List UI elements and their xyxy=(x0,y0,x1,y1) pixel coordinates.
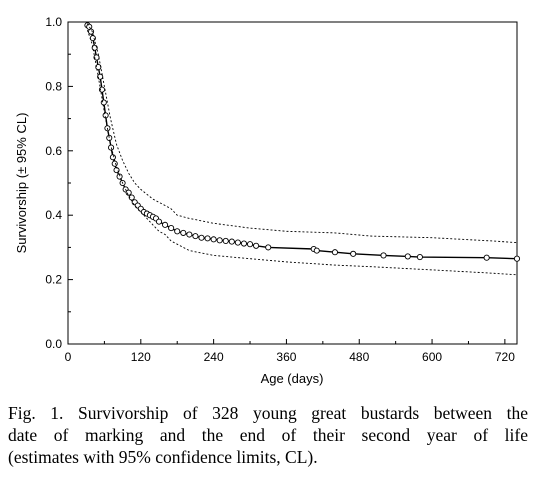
survivorship-chart: 0 120 240 360 480 600 720 0.0 0.2 0.4 0.6 0.8 1.0 Ag… xyxy=(14,15,521,386)
caption-line-1: Fig. 1. Survivorship of 328 young great … xyxy=(8,403,528,423)
survivorship-point xyxy=(380,252,387,259)
survivorship-point xyxy=(108,144,115,151)
series-layer xyxy=(84,22,521,276)
x-tick-label: 600 xyxy=(422,350,442,364)
y-axis-title: Survivorship (± 95% CL) xyxy=(14,113,29,254)
survivorship-point xyxy=(109,154,116,161)
survivorship-point xyxy=(192,233,199,240)
upper-confidence-line xyxy=(87,23,518,244)
x-tick-label: 360 xyxy=(276,350,296,364)
survivorship-point xyxy=(404,253,411,260)
survivorship-point xyxy=(204,235,211,242)
survivorship-point xyxy=(350,250,357,257)
survivorship-point xyxy=(125,189,132,196)
survivorship-point xyxy=(265,244,272,251)
survivorship-point xyxy=(116,173,123,180)
plot-frame xyxy=(67,21,518,345)
survivorship-point xyxy=(228,238,235,245)
survivorship-point xyxy=(513,255,521,262)
y-tick-label: 0.0 xyxy=(45,337,62,351)
x-tick-label: 480 xyxy=(349,350,369,364)
survivorship-point xyxy=(174,228,181,235)
survivorship-point xyxy=(155,218,163,225)
x-tick-label: 120 xyxy=(131,350,151,364)
y-tick-label: 0.8 xyxy=(45,79,62,93)
tick-labels: 0 120 240 360 480 600 720 0.0 0.2 0.4 0.6 0.8 1.0 xyxy=(45,15,515,364)
x-tick-label: 0 xyxy=(65,350,72,364)
survivorship-point xyxy=(186,231,193,238)
survivorship-point xyxy=(111,160,118,167)
axis-ticks xyxy=(67,21,506,345)
y-tick-label: 1.0 xyxy=(45,15,62,29)
survivorship-point xyxy=(162,221,169,228)
survivorship-line xyxy=(86,24,518,260)
survivorship-point xyxy=(180,229,187,236)
survivorship-point xyxy=(106,134,113,141)
x-tick-label: 240 xyxy=(204,350,224,364)
survivorship-point xyxy=(483,254,490,261)
survivorship-point xyxy=(168,225,175,232)
y-tick-label: 0.2 xyxy=(45,273,62,287)
survivorship-point xyxy=(313,247,320,254)
caption-line-3: (estimates with 95% confidence limits, C… xyxy=(8,447,318,467)
x-axis-title: Age (days) xyxy=(261,371,324,386)
caption-line-2: date of marking and the end of their sec… xyxy=(8,425,528,445)
survivorship-point xyxy=(331,249,339,256)
survivorship-point xyxy=(234,239,241,246)
survivorship-point xyxy=(198,234,205,241)
survivorship-point xyxy=(253,242,260,249)
lower-confidence-line xyxy=(86,29,518,276)
survivorship-point xyxy=(416,254,423,261)
x-tick-label: 720 xyxy=(495,350,515,364)
survivorship-point xyxy=(222,237,229,245)
y-tick-label: 0.4 xyxy=(45,208,62,222)
survivorship-point xyxy=(89,35,96,42)
survivorship-point xyxy=(210,236,217,243)
survivorship-point xyxy=(240,240,248,247)
survivorship-point xyxy=(246,241,254,248)
y-tick-label: 0.6 xyxy=(45,144,62,158)
figure-caption: Fig. 1. Survivorship of 328 young great … xyxy=(8,402,528,468)
survivorship-point xyxy=(216,237,223,244)
survivorship-point xyxy=(88,28,95,35)
